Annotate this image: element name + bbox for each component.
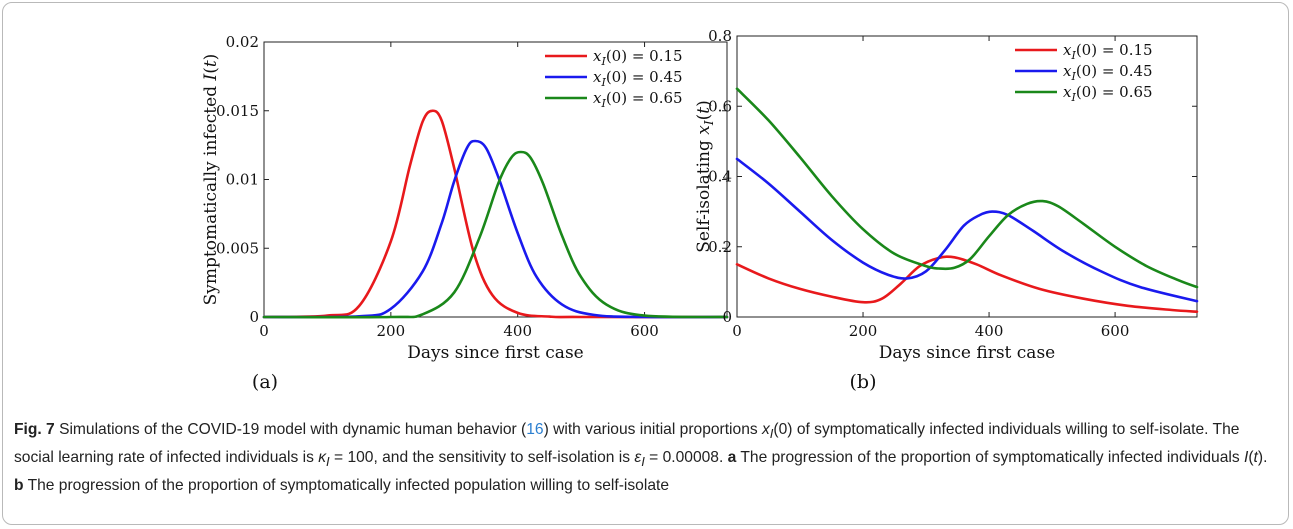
legend-entry-2: xI(0) = 0.45	[593, 68, 683, 89]
x-tick-label: 0	[259, 322, 269, 340]
legend-rest: (0) = 0.45	[1076, 62, 1153, 80]
legend-var: x	[1063, 83, 1072, 101]
y-axis-label: Symptomatically infected I(t)	[201, 54, 221, 306]
ylabel-var: I	[201, 74, 221, 82]
x-tick-label: 400	[975, 322, 1004, 340]
legend-rest: (0) = 0.65	[1076, 83, 1153, 101]
x-axis-label: Days since first case	[407, 343, 583, 363]
y-tick-label: 0.02	[226, 33, 259, 51]
y-tick-label: 0.6	[708, 97, 732, 115]
ylabel-text: Symptomatically infected	[201, 81, 221, 306]
y-tick-label: 0.2	[708, 238, 732, 256]
y-tick-label: 0.8	[708, 27, 732, 45]
legend-rest: (0) = 0.65	[606, 89, 683, 107]
caption-text: ) with various initial proportions	[543, 421, 762, 438]
legend-sub: I	[1070, 91, 1076, 104]
caption-fig-label: Fig. 7	[14, 421, 55, 438]
legend-entry-1: xI(0) = 0.15	[593, 47, 683, 68]
x-tick-label: 600	[1101, 322, 1130, 340]
panel-label-b: (b)	[849, 371, 877, 393]
ylabel-sub: I	[702, 120, 716, 126]
figure-caption: Fig. 7 Simulations of the COVID-19 model…	[14, 418, 1280, 498]
ylabel-paren: (	[694, 114, 714, 121]
caption-var: x	[762, 421, 770, 438]
caption-text: The progression of the proportion of sym…	[736, 449, 1244, 467]
caption-text: (0) of symptomatically infected individu…	[14, 421, 1240, 467]
ylabel-var: t	[201, 60, 221, 67]
caption-ref-link[interactable]: 16	[526, 421, 544, 438]
legend-entry-1: xI(0) = 0.15	[1063, 41, 1153, 62]
caption-text: The progression of the proportion of sym…	[23, 477, 669, 495]
series-line-3	[262, 150, 729, 319]
x-tick-label: 200	[849, 322, 878, 340]
x-tick-label: 400	[503, 322, 532, 340]
caption-sub: I	[769, 426, 774, 442]
y-tick-label: 0.005	[216, 239, 259, 257]
ylabel-paren: )	[694, 100, 714, 107]
legend-var: x	[1063, 41, 1072, 59]
y-axis-label: Self-isolating xI(t)	[694, 100, 716, 253]
legend-var: x	[1063, 62, 1072, 80]
caption-panel-a: a	[727, 449, 737, 467]
legend-sub: I	[600, 55, 606, 68]
ylabel-text: Self-isolating	[694, 135, 714, 253]
caption-var: t	[1253, 449, 1258, 467]
panel-label-a: (a)	[251, 371, 279, 393]
y-tick-label: 0.015	[216, 102, 259, 120]
caption-sub: I	[641, 454, 645, 470]
x-axis-label: Days since first case	[879, 343, 1055, 363]
x-tick-label: 200	[377, 322, 406, 340]
series-line-1	[262, 109, 729, 319]
caption-text: ).	[1257, 449, 1268, 467]
y-tick-label: 0.4	[708, 168, 732, 186]
ylabel-var: t	[694, 107, 714, 114]
legend-sub: I	[1070, 49, 1076, 62]
legend-sub: I	[600, 97, 606, 110]
ylabel-var: x	[694, 125, 714, 135]
legend-var: x	[593, 68, 602, 86]
caption-text: (	[1248, 449, 1254, 467]
series-line-3	[735, 87, 1199, 289]
caption-var: I	[1244, 449, 1249, 467]
y-tick-label: 0.01	[226, 171, 259, 189]
caption-epsilon: ε	[634, 449, 642, 467]
series-line-2	[735, 157, 1199, 303]
x-tick-label: 600	[630, 322, 659, 340]
series-line-2	[262, 139, 729, 319]
legend-sub: I	[1070, 70, 1076, 83]
legend-rest: (0) = 0.15	[1076, 41, 1153, 59]
legend-rest: (0) = 0.15	[606, 47, 683, 65]
y-tick-label: 0	[722, 308, 732, 326]
legend-var: x	[593, 47, 602, 65]
caption-text: = 0.00008.	[644, 449, 728, 467]
x-tick-label: 0	[732, 322, 742, 340]
ylabel-paren: (	[201, 67, 221, 74]
caption-text: = 100, and the sensitivity to self-isola…	[329, 449, 635, 467]
legend-rest: (0) = 0.45	[606, 68, 683, 86]
ylabel-paren: )	[201, 54, 221, 61]
caption-panel-b: b	[14, 477, 24, 495]
legend-entry-3: xI(0) = 0.65	[1063, 83, 1153, 104]
legend-entry-3: xI(0) = 0.65	[593, 89, 683, 110]
legend-var: x	[593, 89, 602, 107]
caption-kappa: κ	[318, 449, 327, 467]
y-tick-label: 0	[249, 308, 259, 326]
legend-entry-2: xI(0) = 0.45	[1063, 62, 1153, 83]
caption-text: Simulations of the COVID-19 model with d…	[54, 421, 527, 438]
caption-sub: I	[326, 454, 330, 470]
legend-sub: I	[600, 76, 606, 89]
